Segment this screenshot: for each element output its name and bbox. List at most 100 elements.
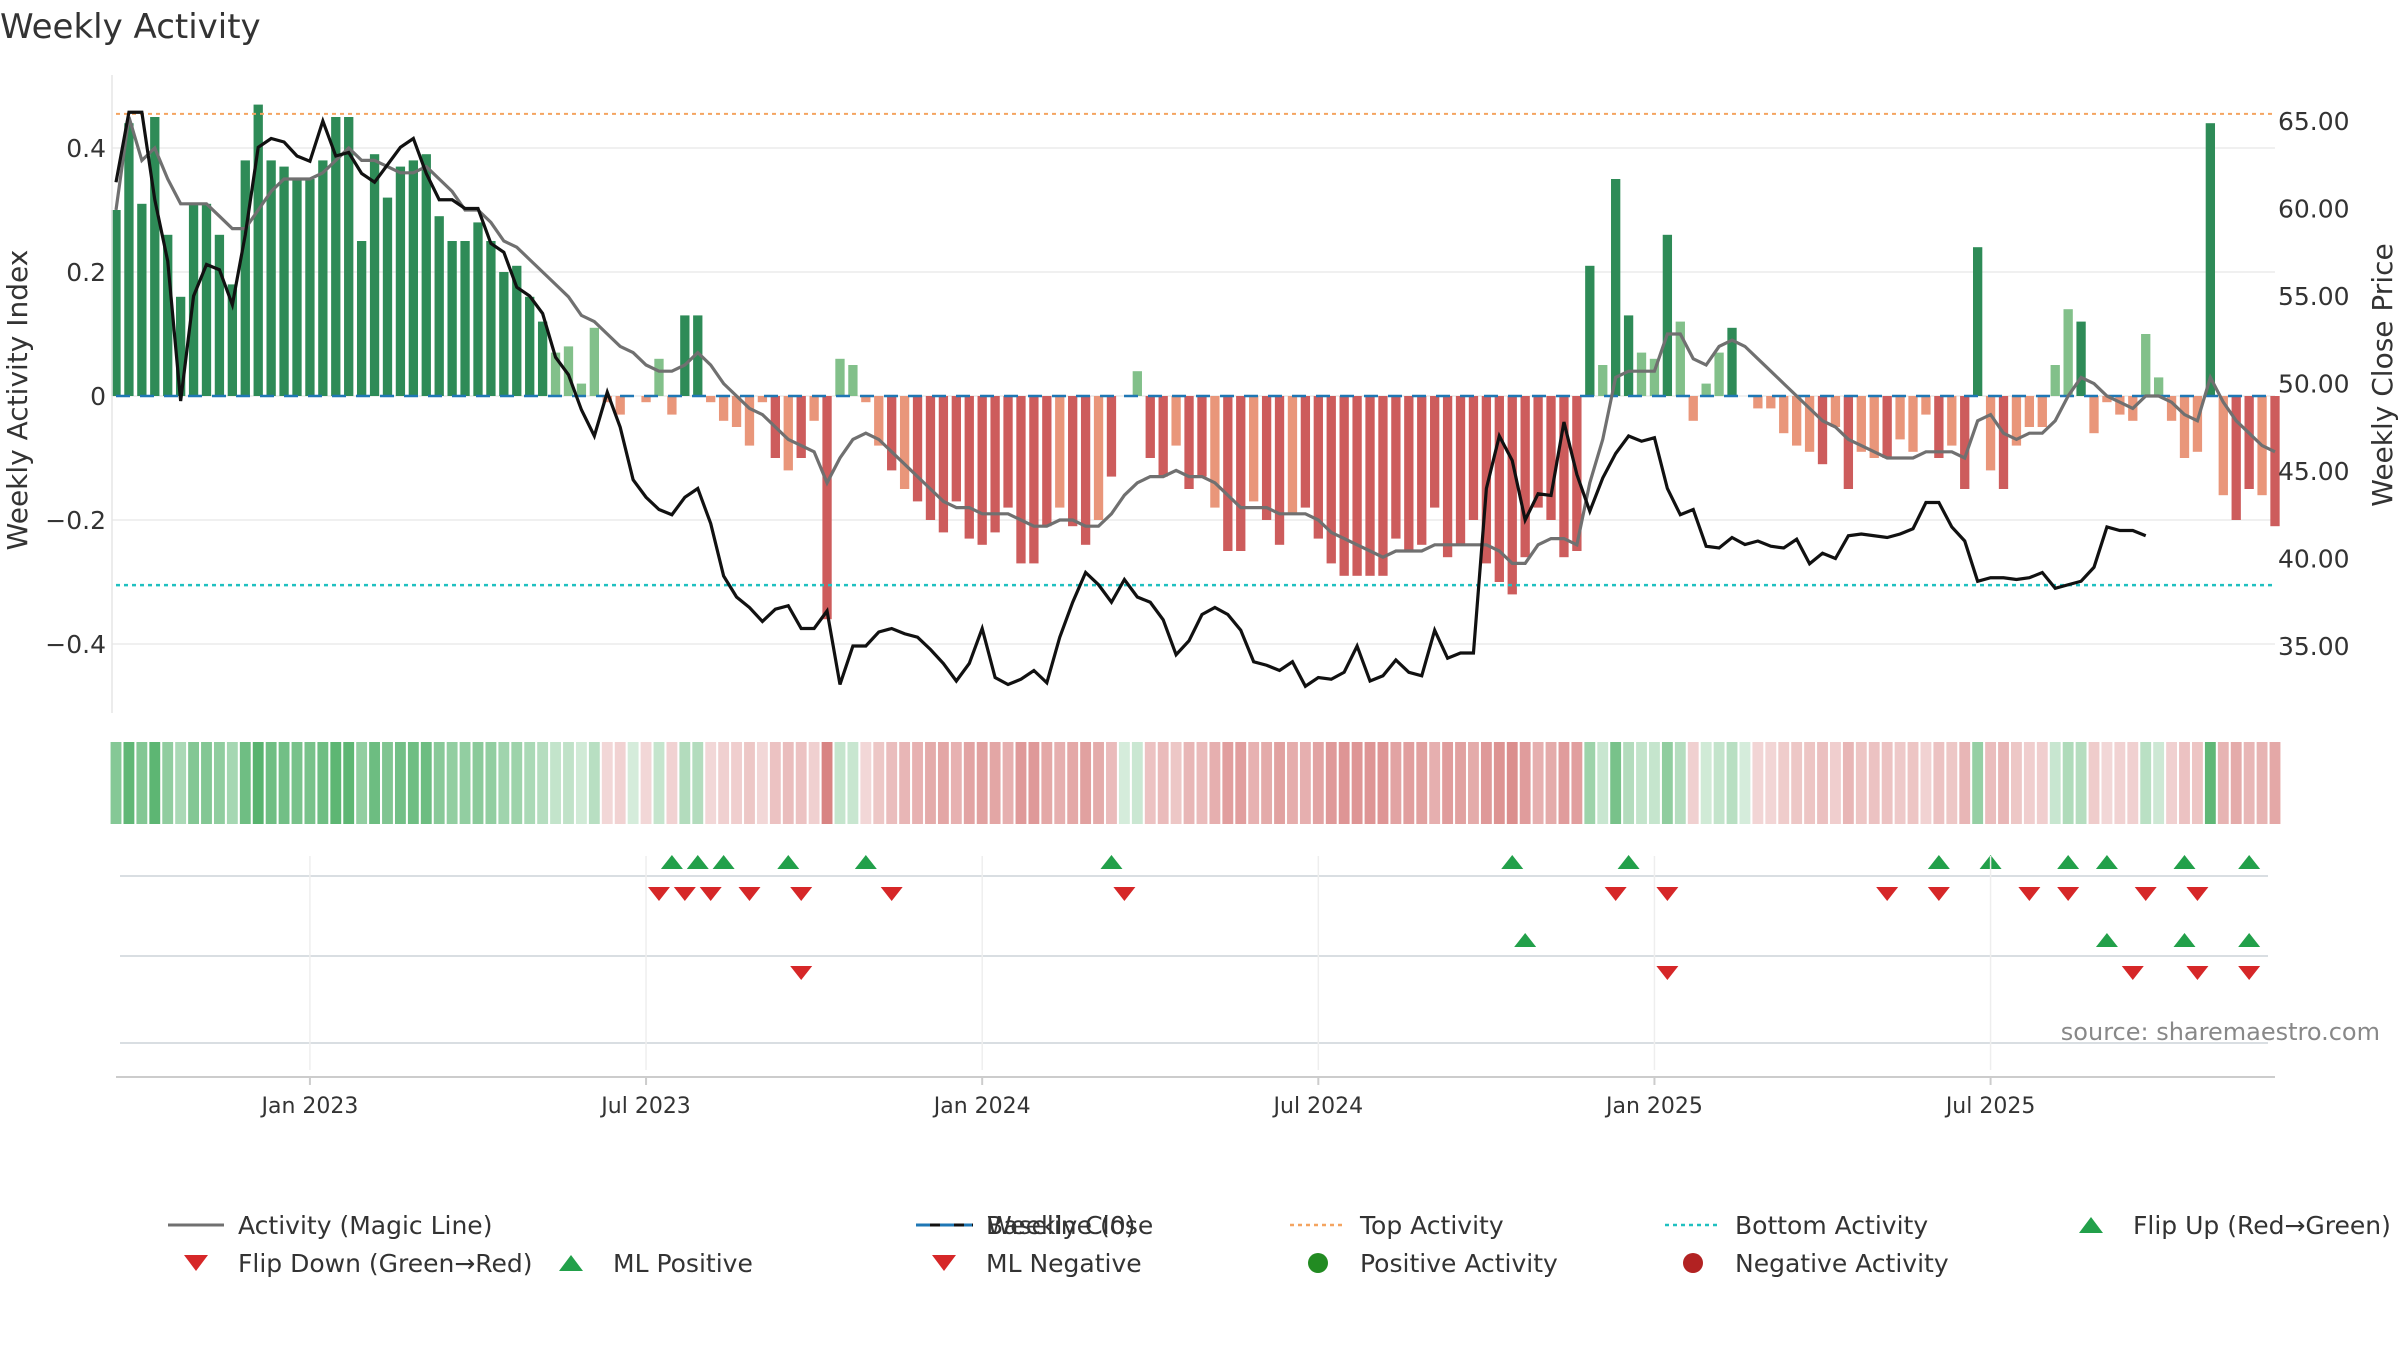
activity-bar: [706, 396, 716, 403]
y2-tick-label: 35.00: [2278, 632, 2350, 661]
activity-bar: [279, 166, 289, 396]
activity-bar: [1934, 396, 1944, 458]
heat-cell: [1299, 742, 1311, 824]
activity-bar: [369, 154, 380, 396]
x-tick-label: Jul 2023: [599, 1094, 691, 1119]
heat-cell: [989, 742, 1001, 824]
activity-bar: [1675, 321, 1685, 396]
heat-cell: [433, 742, 445, 824]
activity-bar: [667, 396, 677, 415]
heat-cell: [1403, 742, 1415, 824]
activity-bar: [214, 234, 225, 396]
flip-down-marker: [1876, 887, 1899, 901]
flip-up-marker: [1501, 855, 1524, 869]
heat-cell: [2114, 742, 2126, 824]
heat-cell: [834, 742, 846, 824]
heat-cell: [1649, 742, 1660, 824]
y-tick-label: 0.4: [66, 134, 106, 163]
flip-down-marker: [647, 887, 670, 901]
activity-bar: [1236, 396, 1246, 551]
activity-bar: [1649, 358, 1660, 396]
flip-up-marker: [1927, 855, 1950, 869]
heat-cell: [1351, 742, 1363, 824]
flip-up-marker: [712, 855, 735, 869]
activity-bar: [757, 396, 768, 403]
heat-cell: [899, 742, 911, 824]
heat-cell: [1868, 742, 1880, 824]
y-tick-label: 0.2: [66, 258, 106, 287]
activity-bar: [2166, 396, 2177, 421]
legend-label: Baseline (0): [986, 1211, 1135, 1240]
heat-cell: [925, 742, 936, 824]
activity-heat-strip: [110, 742, 2281, 824]
activity-bar: [318, 160, 328, 396]
heat-cell: [705, 742, 717, 824]
activity-bar: [1972, 247, 1983, 396]
legend-item-flipup: Flip Up (Red→Green): [2079, 1211, 2391, 1240]
activity-bar: [1417, 396, 1427, 545]
ml-positive-marker: [2095, 933, 2118, 947]
heat-cell: [1442, 742, 1454, 824]
legend-item-mlpos: ML Positive: [559, 1249, 753, 1278]
heat-cell: [731, 742, 742, 824]
heat-cell: [265, 742, 277, 824]
activity-bar: [240, 160, 250, 396]
legend-label: Flip Down (Green→Red): [238, 1249, 533, 1278]
heat-cell: [1106, 742, 1117, 824]
heat-cell: [1584, 742, 1596, 824]
activity-bar: [344, 117, 354, 396]
heat-cell: [1610, 742, 1622, 824]
heat-cell: [1894, 742, 1906, 824]
flip-up-marker: [777, 855, 800, 869]
activity-bar: [861, 396, 871, 403]
heat-cell: [1325, 742, 1337, 824]
heat-cell: [614, 742, 626, 824]
activity-bar: [680, 315, 690, 396]
heat-cell: [1972, 742, 1984, 824]
heat-cell: [201, 742, 212, 824]
activity-bar: [1804, 396, 1815, 452]
heat-cell: [149, 742, 161, 824]
heat-cell: [976, 742, 988, 824]
heat-cell: [1183, 742, 1195, 824]
activity-bar: [1481, 396, 1492, 564]
activity-bar: [2244, 396, 2254, 489]
heat-cell: [1817, 742, 1828, 824]
heat-cell: [2036, 742, 2048, 824]
activity-bar: [150, 117, 160, 396]
legend-item-bottom: Bottom Activity: [1665, 1211, 1928, 1240]
heat-cell: [304, 742, 316, 824]
heat-cell: [575, 742, 587, 824]
activity-bar: [938, 396, 949, 533]
legend-swatch: [559, 1255, 583, 1271]
activity-bar: [693, 315, 703, 396]
heat-cell: [459, 742, 471, 824]
heat-cell: [744, 742, 755, 824]
activity-bar: [641, 396, 651, 403]
heat-cell: [1739, 742, 1751, 824]
flip-up-marker: [686, 855, 709, 869]
activity-bar: [1856, 396, 1866, 452]
ml-positive-marker: [2238, 933, 2261, 947]
ml-negative-marker: [2238, 966, 2261, 980]
heat-cell: [1687, 742, 1699, 824]
heat-cell: [537, 742, 549, 824]
activity-bar: [899, 396, 910, 489]
activity-bar: [1197, 396, 1207, 477]
activity-bar: [1404, 396, 1414, 551]
activity-bar: [1339, 396, 1349, 576]
heat-cell: [239, 742, 251, 824]
heat-cell: [1468, 742, 1479, 824]
activity-bar: [1792, 396, 1802, 446]
activity-bar: [1714, 352, 1724, 396]
activity-bar: [1623, 315, 1634, 396]
activity-bar: [356, 241, 367, 396]
x-tick-label: Jan 2023: [259, 1094, 358, 1119]
heat-cell: [640, 742, 652, 824]
chart-title: Weekly Activity: [0, 7, 261, 47]
activity-bar: [1494, 396, 1504, 582]
heat-cell: [821, 742, 833, 824]
legend-label: ML Negative: [986, 1249, 1142, 1278]
heat-cell: [136, 742, 148, 824]
activity-bar: [2115, 396, 2125, 415]
